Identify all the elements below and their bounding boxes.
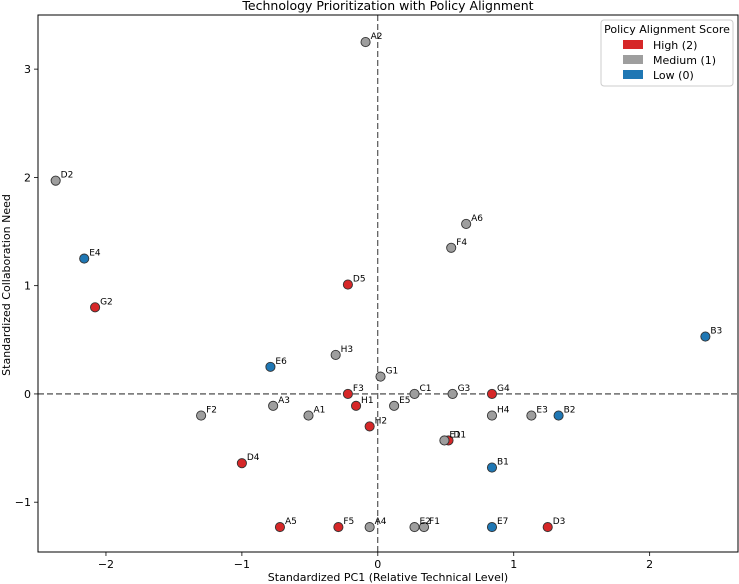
data-point-e6	[265, 361, 276, 372]
point-label-a2: A2	[371, 32, 383, 42]
point-label-f5: F5	[343, 517, 354, 527]
point-label-e6: E6	[275, 357, 287, 367]
point-label-d2: D2	[61, 171, 74, 181]
data-point-e7	[486, 522, 498, 533]
data-point-d4	[236, 458, 247, 469]
x-tick-label: 1	[510, 558, 517, 571]
x-tick-label: 0	[374, 558, 381, 571]
point-label-g2: G2	[100, 297, 113, 307]
point-label-e4: E4	[89, 249, 101, 259]
point-label-b2: B2	[564, 406, 576, 416]
data-point-c1	[409, 388, 420, 399]
point-label-e5: E5	[399, 396, 410, 406]
point-label-a1: A1	[313, 406, 325, 416]
y-tick-label: 1	[24, 280, 31, 293]
data-point-a4	[364, 522, 375, 533]
point-label-e2: E2	[420, 517, 431, 527]
data-point-g2	[90, 302, 101, 313]
data-point-f2	[196, 410, 207, 421]
point-label-g4: G4	[497, 384, 510, 394]
data-point-a3	[268, 400, 279, 411]
data-point-e1	[439, 435, 450, 446]
point-label-h2: H2	[375, 416, 388, 426]
legend-entry-label: Low (0)	[653, 69, 694, 82]
data-point-f1	[418, 522, 430, 533]
data-point-e3	[526, 410, 537, 421]
data-point-h1	[351, 400, 362, 411]
data-point-h4	[486, 410, 498, 421]
point-label-a5: A5	[285, 517, 297, 527]
point-label-a6: A6	[471, 214, 483, 224]
y-tick-label: 0	[24, 388, 31, 401]
point-label-e3: E3	[536, 406, 547, 416]
data-point-b3	[700, 331, 711, 342]
data-point-d5	[342, 279, 353, 290]
point-label-g3: G3	[458, 384, 471, 394]
point-label-h1: H1	[361, 396, 374, 406]
chart-title: Technology Prioritization with Policy Al…	[241, 0, 533, 13]
point-label-b1: B1	[497, 458, 509, 468]
point-label-d1: D1	[453, 430, 466, 440]
reference-lines	[38, 15, 738, 552]
data-point-h3	[330, 349, 341, 361]
legend-swatch	[623, 70, 643, 79]
data-point-f5	[333, 522, 344, 533]
x-axis-title: Standardized PC1 (Relative Technical Lev…	[268, 571, 508, 584]
legend-entry-label: Medium (1)	[653, 54, 716, 67]
legend-swatch	[623, 55, 643, 64]
data-point-b1	[486, 462, 498, 473]
data-points	[50, 37, 711, 533]
data-point-f3	[342, 388, 353, 399]
y-axis-title: Standardized Collaboration Need	[0, 194, 13, 376]
point-label-g1: G1	[386, 367, 399, 377]
legend-entry-label: High (2)	[653, 39, 697, 52]
point-label-c1: C1	[420, 384, 432, 394]
data-point-g3	[447, 388, 458, 399]
point-label-d3: D3	[553, 517, 566, 527]
x-tick-label: 2	[646, 558, 653, 571]
point-label-b3: B3	[710, 327, 722, 337]
x-axis-ticks: −2 −1 0 1 2	[98, 552, 653, 571]
point-label-d5: D5	[353, 275, 366, 285]
data-point-f4	[446, 242, 457, 253]
point-label-f3: F3	[353, 384, 364, 394]
point-labels: A2 D2 A6 F4 E4 D5 G2 B3 H3 E6 G1 F3 C1 G3 G4 A3 H1 E5 F2 A1…	[61, 32, 723, 527]
data-point-h2	[364, 421, 375, 432]
y-axis-ticks: −1 0 1 2 3	[15, 63, 38, 509]
data-point-a6	[461, 218, 472, 230]
legend-box	[600, 19, 734, 87]
data-point-d3	[542, 522, 553, 533]
point-label-a4: A4	[375, 517, 387, 527]
plot-frame	[37, 14, 739, 553]
point-label-f4: F4	[456, 238, 467, 248]
data-point-a1	[303, 410, 314, 421]
x-tick-label: −2	[98, 558, 114, 571]
point-label-e7: E7	[497, 517, 508, 527]
data-point-e5	[389, 400, 400, 411]
y-tick-label: −1	[15, 496, 31, 509]
point-label-h3: H3	[341, 345, 354, 355]
data-point-a2	[360, 37, 371, 48]
point-label-h4: H4	[497, 406, 510, 416]
point-label-e1: E1	[449, 430, 460, 440]
data-point-d2	[50, 175, 61, 186]
y-tick-label: 3	[24, 63, 31, 76]
data-point-g1	[375, 371, 386, 382]
legend-swatch	[623, 40, 643, 49]
legend: Policy Alignment Score High (2) Medium (1)…	[600, 19, 734, 87]
data-point-b2	[553, 410, 564, 421]
data-point-g4	[486, 388, 498, 399]
x-tick-label: −1	[234, 558, 250, 571]
point-label-f2: F2	[206, 406, 217, 416]
point-label-f1: F1	[429, 517, 440, 527]
point-label-d4: D4	[247, 453, 260, 463]
data-point-e4	[79, 253, 90, 264]
data-point-a5	[274, 522, 285, 533]
point-label-a3: A3	[278, 396, 290, 406]
legend-title: Policy Alignment Score	[604, 23, 730, 36]
y-tick-label: 2	[24, 171, 31, 184]
data-point-e2	[409, 522, 420, 533]
